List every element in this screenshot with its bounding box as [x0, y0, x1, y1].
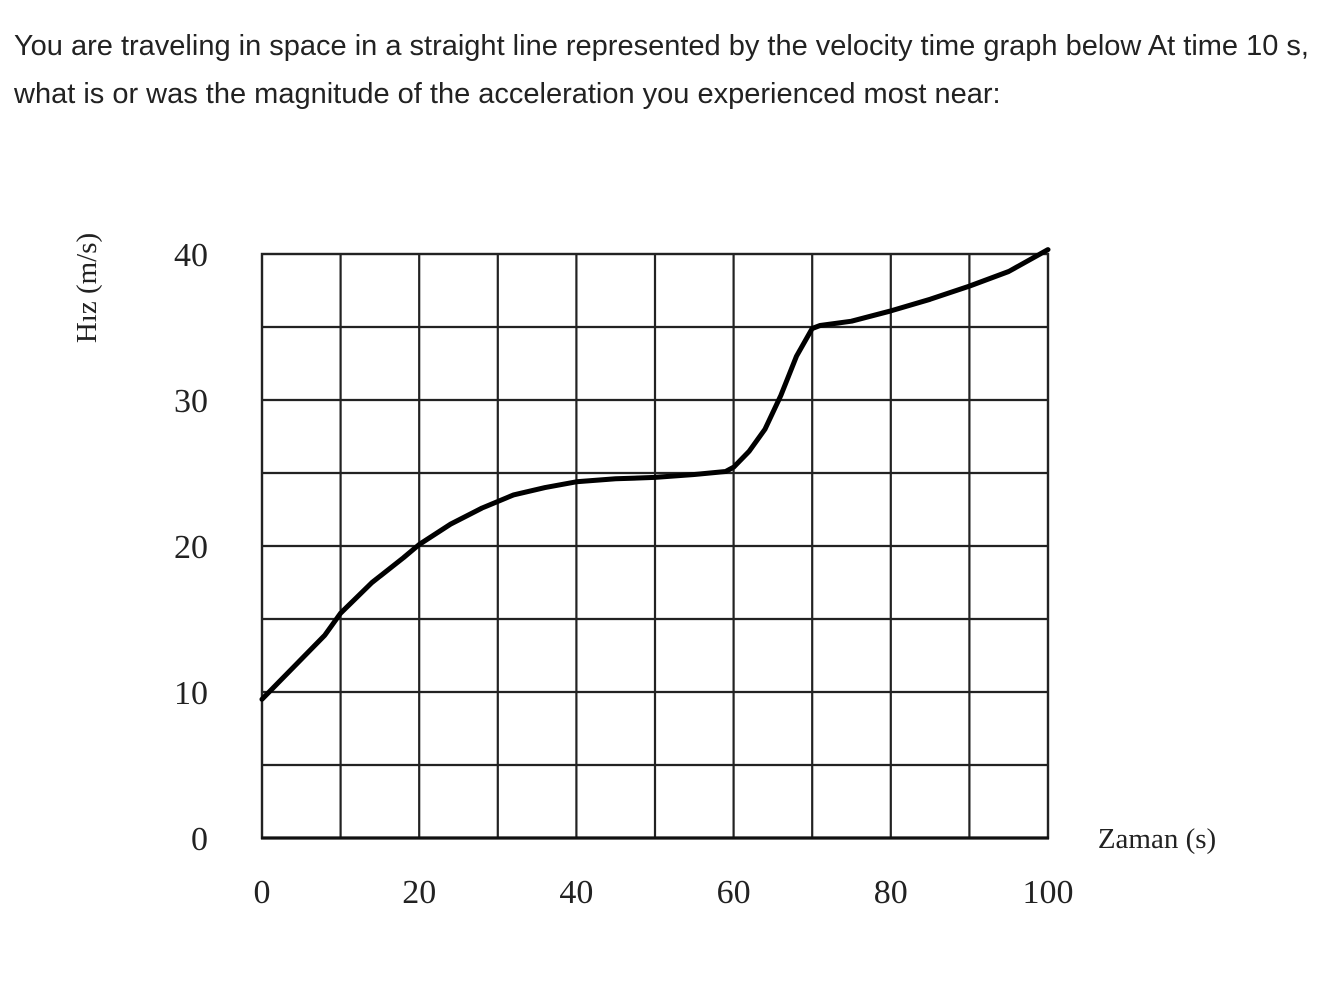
series-line-0 [259, 247, 1051, 702]
chart-grid [262, 254, 1048, 838]
chart-series-layer [259, 247, 1051, 702]
x-tick-label: 40 [559, 874, 593, 911]
chart-tick-labels: 0 20 40 60 80 100 0 10 20 30 40 [174, 237, 1074, 911]
x-axis-label: Zaman (s) [1098, 823, 1216, 855]
y-tick-label: 30 [174, 383, 208, 420]
x-tick-label: 60 [717, 874, 751, 911]
chart-axes [260, 252, 1050, 840]
x-tick-label: 20 [402, 874, 436, 911]
y-tick-label: 20 [174, 529, 208, 566]
y-tick-label: 10 [174, 675, 208, 712]
y-axis-label: Hız (m/s) [71, 233, 103, 343]
y-tick-label: 0 [191, 821, 208, 858]
y-tick-label: 40 [174, 237, 208, 274]
x-tick-label: 80 [874, 874, 908, 911]
question-text: You are traveling in space in a straight… [14, 30, 1309, 110]
x-tick-label: 0 [254, 874, 271, 911]
x-tick-label: 100 [1023, 874, 1074, 911]
